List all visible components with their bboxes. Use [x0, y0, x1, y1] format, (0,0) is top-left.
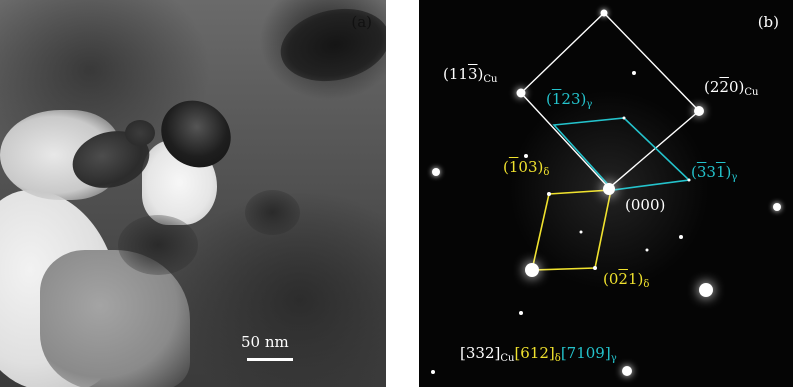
- spot-cu-113: [516, 88, 526, 98]
- label-origin: (000): [625, 196, 666, 214]
- spot-origin: [603, 183, 615, 195]
- panel-a-tag: (a): [351, 13, 372, 31]
- spot-faint-3: [679, 235, 683, 239]
- dark-particle-right: [245, 190, 300, 235]
- delta-cell-outline: [530, 189, 612, 271]
- dark-particle-small: [125, 120, 155, 146]
- label-cu-113: (113)Cu: [443, 65, 498, 85]
- spot-top: [600, 9, 608, 17]
- spot-right-mid: [773, 203, 781, 211]
- spot-delta-021: [593, 266, 597, 270]
- spot-faint-1: [632, 71, 636, 75]
- label-cu-220: (220)Cu: [704, 78, 759, 98]
- dark-particle-center: [118, 215, 198, 275]
- scale-bar-label: 50 nm: [241, 333, 289, 351]
- spot-gamma-331: [687, 178, 691, 182]
- label-gamma-123: (123)γ: [546, 90, 593, 110]
- panel-b-tag: (b): [757, 13, 779, 31]
- tem-micrograph-panel: (a) 50 nm: [0, 0, 386, 387]
- label-delta-103: (103)δ: [503, 158, 550, 178]
- spot-bottom-right: [622, 366, 632, 376]
- scale-bar: [247, 358, 293, 361]
- label-gamma-331: (331)γ: [691, 163, 738, 183]
- spot-gamma-123: [622, 116, 626, 120]
- spot-right-low: [699, 283, 713, 297]
- spot-faint-6: [579, 230, 583, 234]
- zone-axis-label: [332]Cu[612]δ[7109]γ: [460, 344, 617, 364]
- gamma-cell-outline: [552, 117, 691, 191]
- spot-left-mid: [432, 168, 440, 176]
- spot-delta-103: [547, 192, 551, 196]
- spot-cu-220: [694, 106, 704, 116]
- label-delta-021: (021)δ: [603, 270, 650, 290]
- diffraction-pattern-panel: (b) (113)Cu (220)Cu (123)γ (331)γ (103)δ…: [419, 0, 793, 387]
- spot-lower-left: [525, 263, 539, 277]
- spot-faint-5: [645, 248, 649, 252]
- spot-faint-2: [524, 154, 528, 158]
- spot-bottom-left: [431, 370, 435, 374]
- spot-faint-4: [519, 311, 523, 315]
